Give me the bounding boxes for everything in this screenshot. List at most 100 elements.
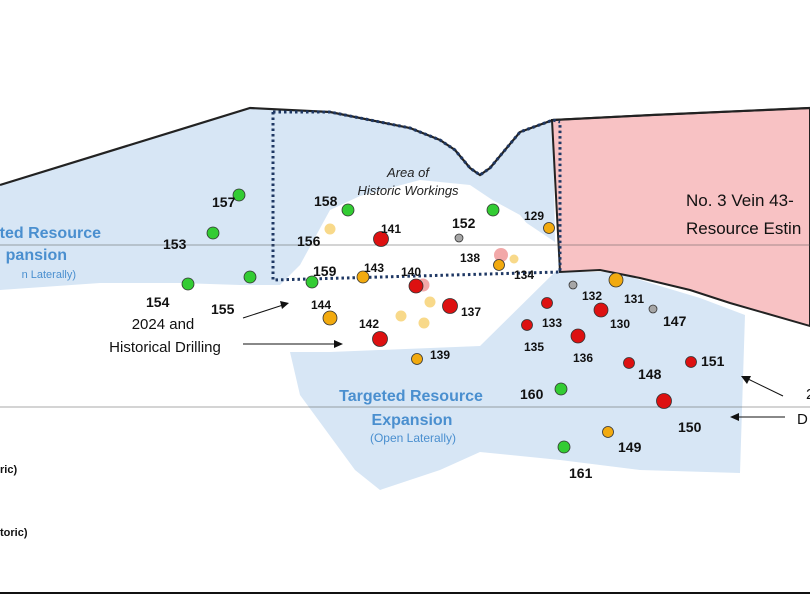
drill-hole-label: 131 xyxy=(624,292,644,306)
drill-hole-142[interactable]: 142 xyxy=(359,317,388,347)
drill-hole-label: 132 xyxy=(582,289,602,303)
right-callout-line1: 2 xyxy=(806,386,810,403)
drill-hole-marker[interactable] xyxy=(486,203,500,217)
drill-hole-135[interactable]: 135 xyxy=(521,319,545,355)
drill-hole-133[interactable]: 133 xyxy=(541,297,563,331)
drill-hole-label: 152 xyxy=(452,215,476,231)
drill-hole-label: 130 xyxy=(610,317,630,331)
historic-hole-marker xyxy=(509,254,519,264)
drill-hole-marker[interactable] xyxy=(557,440,571,454)
drill-hole-161[interactable]: 161 xyxy=(557,440,593,481)
drill-hole-marker[interactable] xyxy=(493,259,505,271)
drill-hole-141[interactable]: 141 xyxy=(373,222,402,247)
drill-hole-151[interactable]: 151 xyxy=(685,353,725,369)
drill-hole-143[interactable]: 143 xyxy=(356,261,384,284)
drill-hole-label: 157 xyxy=(212,194,236,210)
legend-fragment-2: toric) xyxy=(0,527,28,539)
resource-block-line1: No. 3 Vein 43- xyxy=(686,191,794,210)
drill-hole-label: 140 xyxy=(401,265,421,279)
drill-hole-138[interactable]: 138 xyxy=(454,233,480,265)
drill-hole-marker[interactable] xyxy=(656,393,672,409)
drill-hole-marker[interactable] xyxy=(322,310,338,326)
drill-hole-marker[interactable] xyxy=(373,231,389,247)
drill-hole-140[interactable]: 140 xyxy=(401,265,424,294)
left-expansion-zone xyxy=(0,108,555,290)
drill-hole-136[interactable]: 136 xyxy=(570,328,593,365)
drill-hole-label: 149 xyxy=(618,439,642,455)
left-expansion-subtitle: n Laterally) xyxy=(22,269,76,281)
historic-workings-boundary xyxy=(271,110,562,282)
drill-hole-marker[interactable] xyxy=(232,188,246,202)
drill-hole-139[interactable]: 139 xyxy=(411,348,451,365)
drill-hole-158[interactable]: 158 xyxy=(314,193,355,217)
drill-hole-137[interactable]: 137 xyxy=(442,298,482,320)
drill-hole-159[interactable]: 159 xyxy=(305,263,337,289)
drill-hole-label: 155 xyxy=(211,301,235,317)
drilling-callout-line1: 2024 and xyxy=(132,316,195,333)
historic-hole-marker xyxy=(395,310,407,322)
drill-hole-marker[interactable] xyxy=(602,426,614,438)
drill-hole-130[interactable]: 130 xyxy=(593,302,630,331)
drill-hole-149[interactable]: 149 xyxy=(602,426,642,455)
drilling-callout-arrow-upper xyxy=(242,301,289,319)
drill-hole-marker[interactable] xyxy=(324,223,336,235)
drill-hole-label: 136 xyxy=(573,351,593,365)
drill-hole-marker[interactable] xyxy=(568,280,578,290)
drill-hole-marker[interactable] xyxy=(554,382,568,396)
drill-hole-label: 144 xyxy=(311,298,331,312)
drill-hole-134[interactable]: 134 xyxy=(493,259,535,283)
drill-hole-label: 133 xyxy=(542,316,562,330)
drill-hole-marker[interactable] xyxy=(243,270,257,284)
drill-hole-marker[interactable] xyxy=(372,331,388,347)
drill-hole-150[interactable]: 150 xyxy=(656,393,702,435)
drill-hole-157[interactable]: 157 xyxy=(212,188,246,210)
drill-hole-label: 159 xyxy=(313,263,337,279)
drill-hole-129[interactable]: 129 xyxy=(524,209,555,234)
drill-hole-marker[interactable] xyxy=(442,298,458,314)
right-callout-arrow-upper xyxy=(741,376,784,397)
drill-hole-label: 151 xyxy=(701,353,725,369)
right-callout-line2: D xyxy=(797,411,808,428)
drill-hole-label: 158 xyxy=(314,193,338,209)
drill-hole-153[interactable]: 153 xyxy=(163,226,220,252)
drill-hole-marker[interactable] xyxy=(648,304,658,314)
drill-hole-label: 142 xyxy=(359,317,379,331)
drill-hole-marker[interactable] xyxy=(593,302,609,318)
drill-hole-131[interactable]: 131 xyxy=(608,272,644,306)
drill-hole-147[interactable]: 147 xyxy=(648,304,687,329)
drill-hole-label: 143 xyxy=(364,261,384,275)
drill-hole-marker[interactable] xyxy=(543,222,555,234)
drilling-callout-line2: Historical Drilling xyxy=(109,339,221,356)
drill-hole-148[interactable]: 148 xyxy=(623,357,662,382)
drill-hole-label: 150 xyxy=(678,419,702,435)
drill-hole-155[interactable]: 155 xyxy=(211,270,257,317)
drill-hole-marker[interactable] xyxy=(356,270,370,284)
drill-hole-marker[interactable] xyxy=(305,275,319,289)
drill-hole-marker[interactable] xyxy=(623,357,635,369)
drill-hole-marker[interactable] xyxy=(521,319,533,331)
workings-label-line1: Area of xyxy=(386,165,430,180)
drill-hole-132[interactable]: 132 xyxy=(568,280,602,303)
drill-hole-152[interactable]: 152 xyxy=(452,203,500,231)
drill-hole-marker[interactable] xyxy=(454,233,464,243)
drill-hole-marker[interactable] xyxy=(685,356,697,368)
drill-hole-label: 141 xyxy=(381,222,401,236)
lower-expansion-title-line1: Targeted Resource xyxy=(339,388,483,405)
left-expansion-title-line2: pansion xyxy=(6,247,67,264)
drill-hole-marker[interactable] xyxy=(411,353,423,365)
drill-hole-160[interactable]: 160 xyxy=(520,382,568,402)
drill-hole-154[interactable]: 154 xyxy=(146,277,195,310)
drill-hole-marker[interactable] xyxy=(181,277,195,291)
historic-hole-marker xyxy=(418,317,430,329)
drill-hole-marker[interactable] xyxy=(408,278,424,294)
drill-hole-marker[interactable] xyxy=(541,297,553,309)
drill-hole-144[interactable]: 144 xyxy=(311,298,338,326)
drill-hole-marker[interactable] xyxy=(608,272,624,288)
historic-hole-marker xyxy=(424,296,436,308)
drill-hole-marker[interactable] xyxy=(341,203,355,217)
drill-hole-marker[interactable] xyxy=(206,226,220,240)
drill-hole-label: 156 xyxy=(297,233,321,249)
drill-hole-marker[interactable] xyxy=(570,328,586,344)
drill-hole-156[interactable]: 156 xyxy=(297,223,336,249)
